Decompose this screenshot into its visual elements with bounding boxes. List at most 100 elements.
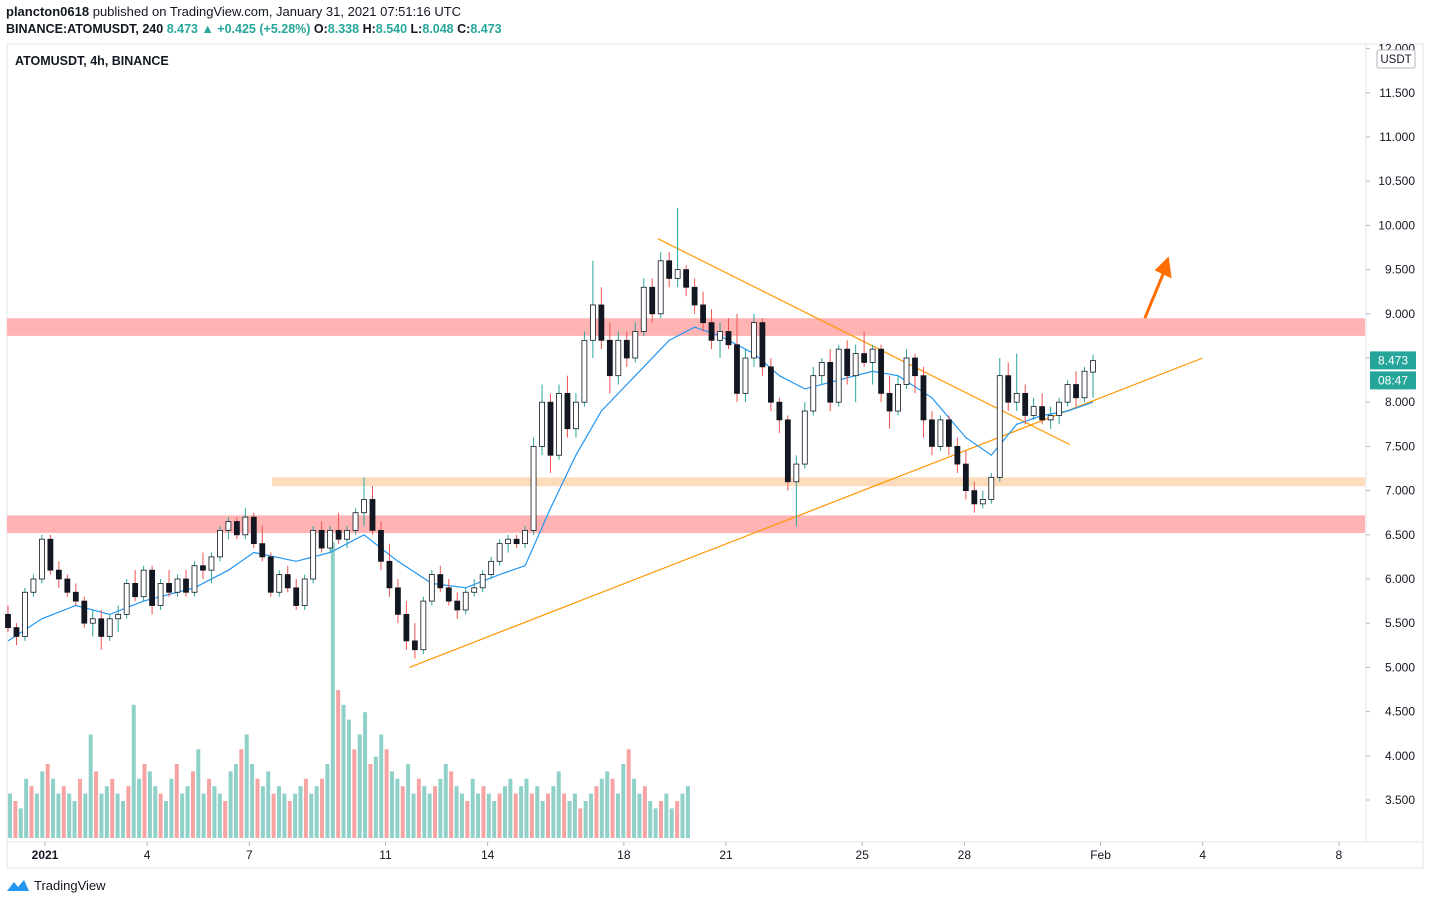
candle-body (734, 344, 740, 394)
volume-bar (67, 793, 72, 838)
volume-bar (476, 793, 481, 838)
candle-body (700, 304, 706, 324)
candle-body (1047, 415, 1054, 421)
candle-body (428, 574, 435, 602)
volume-bar (610, 778, 615, 838)
volume-bar (120, 801, 125, 838)
candle-body (920, 375, 927, 421)
volume-bar (551, 786, 556, 838)
volume-bar (556, 771, 561, 838)
volume-bar (653, 808, 658, 838)
volume-bar (29, 786, 34, 838)
candle-body (1056, 401, 1062, 416)
volume-bar (675, 801, 680, 838)
y-tick-label: 10.000 (1378, 218, 1415, 232)
y-tick-label: 9.500 (1385, 263, 1415, 277)
volume-bar (379, 734, 384, 838)
time-axis[interactable] (6, 841, 1424, 869)
volume-bar (546, 793, 550, 838)
x-tick-label: 8 (1336, 848, 1343, 862)
candle-body (344, 529, 350, 540)
volume-bar (228, 771, 233, 838)
y-tick-label: 5.500 (1385, 616, 1415, 630)
moving-average-line (7, 326, 1094, 642)
volume-bar (201, 793, 206, 838)
published-text: published on TradingView.com, January 31… (92, 4, 462, 19)
candle-body (276, 574, 283, 593)
bullish-arrow-shaft[interactable] (1143, 269, 1167, 319)
volume-bar (637, 793, 642, 838)
candle-body (657, 260, 664, 315)
volume-bar (277, 786, 281, 838)
volume-bar (223, 801, 228, 838)
volume-bar (664, 793, 669, 838)
volume-bar (115, 793, 120, 838)
volume-bar (298, 786, 303, 838)
volume-bar (309, 793, 314, 838)
candle-body (403, 613, 410, 642)
candle-body (488, 560, 495, 575)
volume-bar (685, 786, 690, 838)
volume-bar (416, 778, 421, 838)
candle-body (1013, 392, 1020, 403)
currency-badge[interactable] (1376, 49, 1416, 69)
volume-bar (320, 778, 325, 838)
volume-bar (438, 778, 443, 838)
x-tick-label: 25 (856, 848, 870, 862)
volume-bar (508, 778, 513, 838)
candle-body (784, 419, 791, 483)
volume-bar (244, 734, 249, 838)
volume-bar (217, 793, 222, 838)
y-tick-label: 9.000 (1385, 307, 1415, 321)
bullish-arrow-head[interactable] (1154, 256, 1172, 279)
candle-body (1030, 406, 1037, 416)
candle-body (166, 583, 172, 593)
candle-body (776, 401, 783, 421)
candle-body (13, 627, 20, 637)
volume-bar (422, 786, 427, 838)
x-tick-label: 7 (246, 848, 253, 862)
candle-body (98, 618, 105, 637)
volume-bar (589, 793, 594, 838)
x-tick-label: 14 (481, 848, 495, 862)
candle-body (674, 269, 681, 279)
candle-body (912, 357, 918, 377)
volume-bar (669, 808, 674, 838)
candle-body (556, 392, 562, 456)
candle-body (106, 618, 113, 637)
volume-bar (293, 793, 298, 838)
tradingview-footer[interactable]: TradingView (6, 877, 106, 893)
volume-bar (562, 793, 567, 838)
candle-body (479, 574, 486, 589)
candle-body (233, 521, 240, 536)
candle-body (352, 512, 359, 531)
y-tick-label: 11.000 (1379, 130, 1415, 144)
candle-body (606, 339, 613, 377)
candle-body (420, 600, 427, 651)
author-name[interactable]: plancton0618 (6, 4, 90, 19)
volume-bar (427, 793, 432, 838)
candle-body (47, 538, 54, 571)
candle-body (717, 331, 723, 341)
candle-body (386, 560, 393, 589)
volume-bar (357, 734, 362, 838)
candle-body (225, 521, 232, 531)
plot-area[interactable] (6, 43, 1367, 843)
candle-body (945, 419, 952, 447)
candle-body (183, 578, 189, 593)
y-tick-label: 3.500 (1385, 793, 1415, 807)
volume-bar (180, 793, 185, 838)
volume-bar (680, 793, 685, 838)
y-tick-label: 6.000 (1385, 572, 1415, 586)
candle-body (462, 591, 469, 611)
volume-bar (153, 786, 158, 838)
y-tick-label: 8.000 (1385, 395, 1415, 409)
volume-bar (594, 786, 599, 838)
volume-bar (158, 793, 163, 838)
chart-title: ATOMUSDT, 4h, BINANCE (15, 54, 169, 68)
candle-body (598, 304, 605, 341)
volume-bar (572, 793, 577, 838)
candle-body (708, 322, 715, 341)
volume-bar (336, 690, 341, 838)
